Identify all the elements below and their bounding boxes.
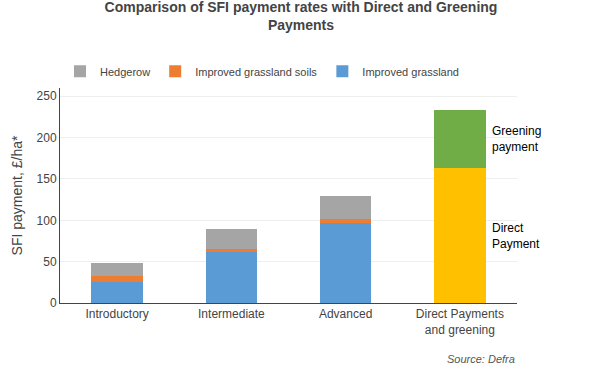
svg-text:DirectPayment: DirectPayment [492,221,540,251]
svg-text:Comparison of SFI payment rate: Comparison of SFI payment rates with Dir… [105,0,498,33]
svg-text:SFI payment, £/ha*: SFI payment, £/ha* [9,135,25,255]
svg-text:100: 100 [37,214,57,228]
svg-text:200: 200 [37,131,57,145]
svg-text:Hedgerow: Hedgerow [100,66,150,78]
svg-text:Direct Paymentsand greening: Direct Paymentsand greening [416,307,504,337]
svg-text:Introductory: Introductory [85,307,148,321]
svg-text:250: 250 [37,89,57,103]
svg-text:Improved grassland: Improved grassland [362,66,459,78]
svg-text:150: 150 [37,172,57,186]
svg-text:Intermediate: Intermediate [198,307,265,321]
svg-text:Advanced: Advanced [319,307,372,321]
svg-text:Improved grassland soils: Improved grassland soils [195,66,317,78]
svg-text:Greeningpayment: Greeningpayment [492,124,541,154]
svg-text:50: 50 [43,255,57,269]
svg-text:Source: Defra: Source: Defra [447,353,515,365]
svg-text:0: 0 [50,296,57,310]
